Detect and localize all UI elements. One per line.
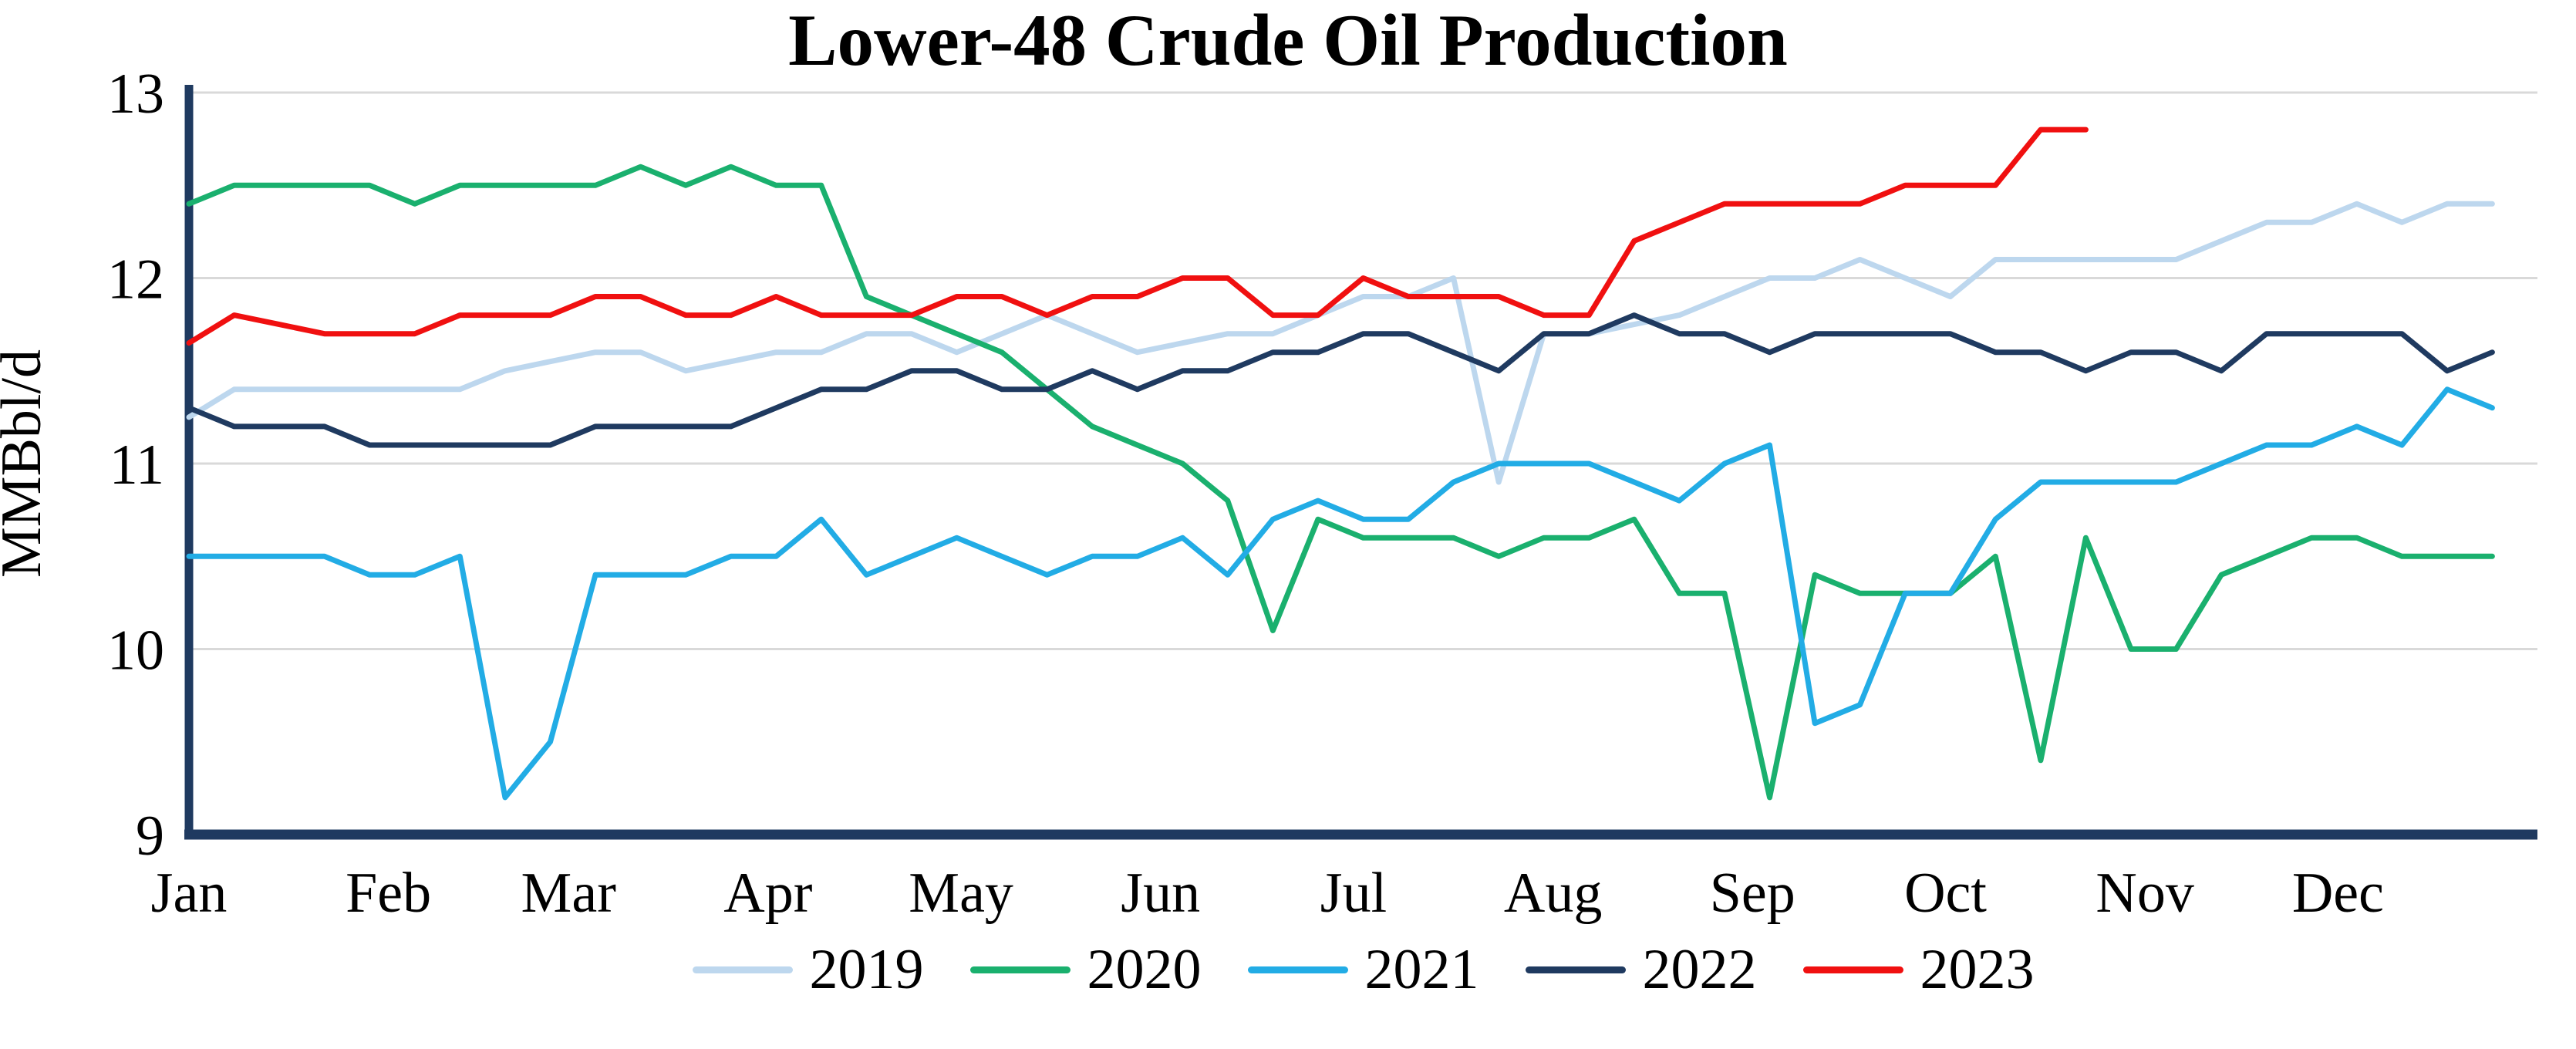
x-tick-label-Jul: Jul bbox=[1320, 862, 1387, 925]
legend: 2019 2020 2021 2022 2023 bbox=[189, 935, 2537, 1004]
legend-label-2019: 2019 bbox=[809, 937, 924, 1001]
legend-item-2022: 2022 bbox=[1525, 937, 1757, 1003]
y-tick-label-10: 10 bbox=[107, 619, 164, 683]
series-line-2020 bbox=[186, 164, 2495, 801]
legend-item-2023: 2023 bbox=[1802, 937, 2035, 1003]
y-tick-label-11: 11 bbox=[110, 433, 164, 497]
y-tick-label-13: 13 bbox=[107, 62, 164, 126]
x-tick-label-Jun: Jun bbox=[1121, 862, 1200, 925]
x-tick-label-Nov: Nov bbox=[2096, 862, 2193, 925]
legend-item-2021: 2021 bbox=[1247, 937, 1479, 1003]
x-tick-label-Apr: Apr bbox=[723, 862, 812, 925]
legend-label-2023: 2023 bbox=[1920, 937, 2035, 1001]
legend-swatch-2019 bbox=[692, 966, 793, 973]
x-tick-label-Aug: Aug bbox=[1504, 862, 1602, 925]
legend-swatch-2020 bbox=[969, 966, 1071, 973]
x-tick-label-Sep: Sep bbox=[1710, 862, 1795, 925]
series-line-2022 bbox=[186, 312, 2495, 448]
series-line-2023 bbox=[186, 126, 2089, 346]
legend-label-2021: 2021 bbox=[1364, 937, 1479, 1001]
legend-item-2019: 2019 bbox=[692, 937, 924, 1003]
y-tick-label-12: 12 bbox=[107, 248, 164, 312]
legend-swatch-2021 bbox=[1247, 966, 1348, 973]
x-tick-label-Dec: Dec bbox=[2292, 862, 2384, 925]
x-tick-label-May: May bbox=[909, 862, 1013, 925]
legend-swatch-2023 bbox=[1802, 966, 1903, 973]
x-tick-label-Jan: Jan bbox=[151, 862, 228, 925]
x-tick-label-Mar: Mar bbox=[521, 862, 616, 925]
legend-swatch-2022 bbox=[1525, 966, 1626, 973]
y-axis-title: MMBbl/d bbox=[0, 349, 53, 578]
legend-item-2020: 2020 bbox=[969, 937, 1202, 1003]
series-line-2021 bbox=[186, 386, 2495, 801]
legend-label-2020: 2020 bbox=[1087, 937, 1202, 1001]
x-tick-label-Oct: Oct bbox=[1904, 862, 1987, 925]
y-tick-label-9: 9 bbox=[136, 804, 164, 868]
series-line-2019 bbox=[186, 201, 2495, 485]
chart-title: Lower-48 Crude Oil Production bbox=[788, 0, 1788, 81]
legend-label-2022: 2022 bbox=[1642, 937, 1757, 1001]
x-tick-label-Feb: Feb bbox=[346, 862, 431, 925]
